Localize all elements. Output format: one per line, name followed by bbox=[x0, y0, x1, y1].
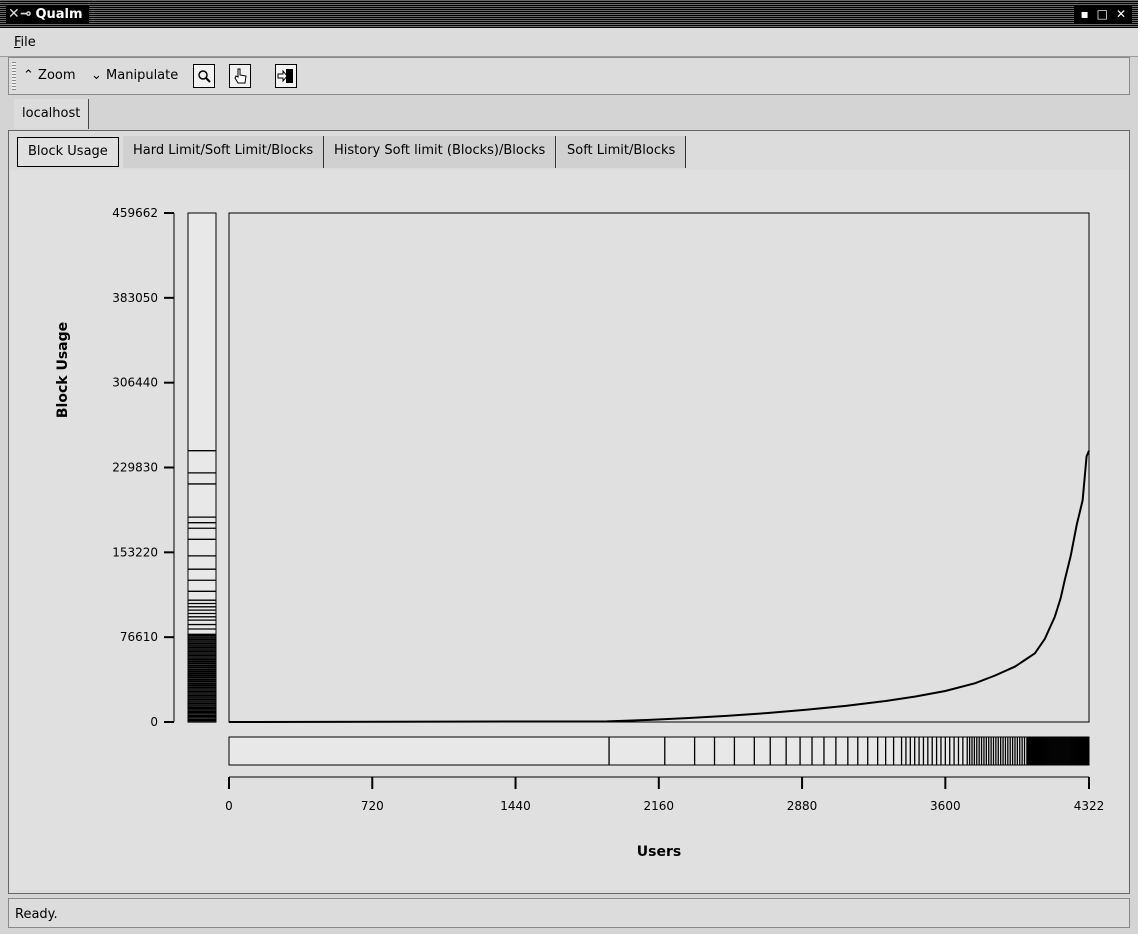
plot-frame bbox=[228, 212, 1090, 723]
y-rug bbox=[188, 450, 216, 723]
status-bar: Ready. bbox=[8, 898, 1130, 928]
exit-door-icon bbox=[277, 69, 293, 83]
menu-file[interactable]: File bbox=[14, 35, 36, 50]
chart-area: 0 76610 153220 229830 306440 383050 459662 0 72… bbox=[10, 170, 1128, 890]
close-icon[interactable]: ✕ bbox=[1115, 7, 1126, 21]
zoom-label: Zoom bbox=[38, 68, 76, 83]
y-tick-label: 306440 bbox=[112, 376, 158, 390]
x-tick-label: 2880 bbox=[787, 799, 818, 813]
exit-button[interactable] bbox=[275, 64, 297, 88]
title-bar: ✕⊸ Qualm ▪ □ ✕ bbox=[0, 0, 1138, 29]
block-usage-chart[interactable]: 0 76610 153220 229830 306440 383050 459662 0 72… bbox=[10, 170, 1128, 890]
zoom-radio[interactable]: ⌃ Zoom bbox=[23, 68, 76, 83]
title-left-group: ✕⊸ Qualm bbox=[6, 5, 89, 23]
tab-history-soft-limit[interactable]: History Soft limit (Blocks)/Blocks bbox=[324, 136, 557, 168]
window-controls: ▪ □ ✕ bbox=[1074, 5, 1132, 23]
toolbar-grip[interactable] bbox=[12, 62, 16, 90]
manipulate-arrow-icon: ⌄ bbox=[91, 68, 102, 83]
y-tick-label: 383050 bbox=[112, 291, 158, 305]
x-rug-frame bbox=[228, 736, 1090, 766]
x-tick-label: 3600 bbox=[930, 799, 961, 813]
x-tick-label: 1440 bbox=[500, 799, 531, 813]
minimize-icon[interactable]: ▪ bbox=[1080, 7, 1089, 21]
x-tick-label: 4322 bbox=[1074, 799, 1105, 813]
status-text: Ready. bbox=[15, 907, 58, 922]
y-tick-label: 229830 bbox=[112, 461, 158, 475]
y-tick-label: 76610 bbox=[120, 630, 158, 644]
manipulate-button[interactable] bbox=[229, 64, 251, 88]
magnifier-icon bbox=[198, 70, 211, 83]
tab-block-usage[interactable]: Block Usage bbox=[17, 137, 119, 167]
x-rug bbox=[608, 737, 1090, 765]
y-axis: 0 76610 153220 229830 306440 383050 459662 bbox=[112, 206, 175, 729]
y-axis-label: Block Usage bbox=[55, 322, 71, 418]
manipulate-radio[interactable]: ⌄ Manipulate bbox=[91, 68, 178, 83]
window-title: Qualm bbox=[35, 6, 83, 22]
x-axis-label: Users bbox=[637, 844, 681, 860]
pointing-hand-icon bbox=[234, 68, 247, 84]
maximize-icon[interactable]: □ bbox=[1096, 7, 1108, 21]
y-tick-label: 0 bbox=[150, 715, 158, 729]
y-tick-label: 459662 bbox=[112, 206, 158, 220]
x-tick-label: 2160 bbox=[644, 799, 675, 813]
tab-soft-limit[interactable]: Soft Limit/Blocks bbox=[557, 136, 687, 168]
x-axis: 0 720 1440 2160 2880 3600 4322 bbox=[225, 776, 1105, 813]
zoom-button[interactable] bbox=[193, 64, 215, 88]
manipulate-label: Manipulate bbox=[106, 68, 179, 83]
host-tab-localhost[interactable]: localhost bbox=[14, 99, 90, 129]
toolbar: ⌃ Zoom ⌄ Manipulate bbox=[8, 57, 1130, 95]
tab-hard-soft-limit[interactable]: Hard Limit/Soft Limit/Blocks bbox=[123, 136, 325, 168]
x-tick-label: 720 bbox=[361, 799, 384, 813]
series-line bbox=[228, 450, 1090, 723]
y-tick-label: 153220 bbox=[112, 545, 158, 559]
window-menu-icon[interactable]: ✕⊸ bbox=[8, 6, 32, 22]
x-tick-label: 0 bbox=[225, 799, 233, 813]
menu-bar: File bbox=[0, 28, 1138, 57]
menu-file-rest: ile bbox=[20, 35, 36, 50]
menu-file-mnemonic: F bbox=[14, 35, 21, 50]
zoom-arrow-icon: ⌃ bbox=[23, 68, 34, 83]
